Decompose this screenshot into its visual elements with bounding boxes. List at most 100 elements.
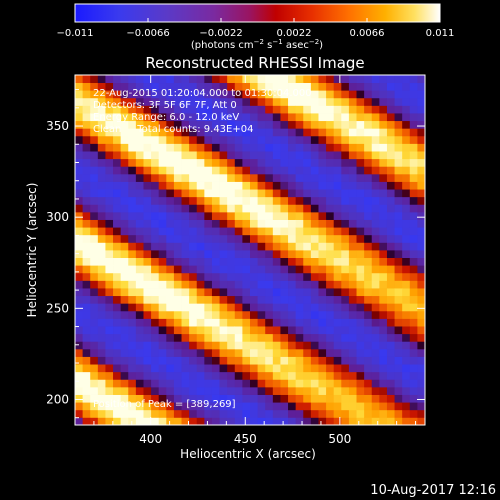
- heatmap-cell: [386, 211, 395, 220]
- heatmap-cell: [105, 386, 114, 395]
- heatmap-cell: [288, 151, 297, 160]
- heatmap-cell: [105, 219, 114, 228]
- heatmap-cell: [326, 166, 335, 175]
- heatmap-cell: [128, 371, 137, 380]
- heatmap-cell: [280, 394, 289, 403]
- heatmap-cell: [272, 417, 281, 426]
- heatmap-cell: [204, 333, 213, 342]
- heatmap-cell: [303, 135, 312, 144]
- heatmap-cell: [181, 105, 190, 114]
- heatmap-cell: [386, 348, 395, 357]
- heatmap-cell: [409, 242, 418, 251]
- heatmap-cell: [402, 242, 411, 251]
- heatmap-cell: [409, 234, 418, 243]
- heatmap-cell: [143, 272, 152, 281]
- heatmap-cell: [143, 75, 152, 84]
- heatmap-cell: [348, 90, 357, 99]
- heatmap-cell: [250, 303, 259, 312]
- heatmap-cell: [90, 128, 99, 137]
- heatmap-cell: [105, 326, 114, 335]
- heatmap-cell: [113, 105, 122, 114]
- heatmap-cell: [250, 181, 259, 190]
- heatmap-cell: [348, 333, 357, 342]
- heatmap-cell: [364, 250, 373, 259]
- heatmap-cell: [227, 189, 236, 198]
- heatmap-cell: [143, 417, 152, 426]
- heatmap-cell: [265, 151, 274, 160]
- heatmap-cell: [189, 90, 198, 99]
- heatmap-cell: [364, 333, 373, 342]
- heatmap-cell: [364, 135, 373, 144]
- heatmap-cell: [257, 371, 266, 380]
- heatmap-cell: [219, 113, 228, 122]
- heatmap-cell: [310, 166, 319, 175]
- heatmap-cell: [303, 113, 312, 122]
- heatmap-cell: [394, 166, 403, 175]
- heatmap-cell: [105, 409, 114, 418]
- heatmap-cell: [295, 364, 304, 373]
- heatmap-cell: [219, 341, 228, 350]
- heatmap-cell: [196, 151, 205, 160]
- heatmap-cell: [303, 333, 312, 342]
- heatmap-cell: [394, 90, 403, 99]
- heatmap-cell: [204, 348, 213, 357]
- heatmap-cell: [303, 227, 312, 236]
- heatmap-cell: [166, 158, 175, 167]
- heatmap-cell: [371, 371, 380, 380]
- heatmap-cell: [97, 82, 106, 91]
- heatmap-cell: [90, 158, 99, 167]
- heatmap-cell: [371, 326, 380, 335]
- heatmap-cell: [151, 341, 160, 350]
- heatmap-cell: [386, 333, 395, 342]
- heatmap-cell: [386, 189, 395, 198]
- heatmap-cell: [288, 158, 297, 167]
- heatmap-cell: [211, 173, 220, 182]
- heatmap-cell: [402, 219, 411, 228]
- heatmap-cell: [82, 303, 91, 312]
- heatmap-cell: [151, 379, 160, 388]
- heatmap-cell: [333, 105, 342, 114]
- heatmap-cell: [143, 333, 152, 342]
- heatmap-cell: [173, 356, 182, 365]
- heatmap-cell: [227, 310, 236, 319]
- heatmap-cell: [211, 280, 220, 289]
- heatmap-cell: [303, 409, 312, 418]
- heatmap-cell: [97, 189, 106, 198]
- heatmap-cell: [158, 265, 167, 274]
- heatmap-cell: [272, 250, 281, 259]
- heatmap-cell: [189, 341, 198, 350]
- heatmap-cell: [326, 326, 335, 335]
- heatmap-cell: [242, 288, 251, 297]
- heatmap-cell: [173, 113, 182, 122]
- heatmap-cell: [310, 295, 319, 304]
- heatmap-cell: [143, 364, 152, 373]
- heatmap-cell: [402, 128, 411, 137]
- heatmap-cell: [379, 386, 388, 395]
- heatmap-cell: [341, 158, 350, 167]
- heatmap-cell: [394, 303, 403, 312]
- heatmap-cell: [386, 257, 395, 266]
- heatmap-cell: [310, 227, 319, 236]
- heatmap-cell: [371, 310, 380, 319]
- heatmap-cell: [265, 280, 274, 289]
- heatmap-cell: [75, 257, 84, 266]
- heatmap-cell: [295, 272, 304, 281]
- heatmap-cell: [310, 257, 319, 266]
- heatmap-cell: [143, 90, 152, 99]
- heatmap-cell: [227, 242, 236, 251]
- heatmap-cell: [120, 120, 129, 129]
- heatmap-cell: [143, 356, 152, 365]
- heatmap-cell: [250, 128, 259, 137]
- heatmap-cell: [120, 82, 129, 91]
- heatmap-cell: [318, 348, 327, 357]
- heatmap-cell: [113, 333, 122, 342]
- heatmap-cell: [75, 250, 84, 259]
- heatmap-cell: [227, 265, 236, 274]
- heatmap-cell: [318, 173, 327, 182]
- heatmap-cell: [310, 128, 319, 137]
- heatmap-cell: [250, 143, 259, 152]
- heatmap-cell: [204, 211, 213, 220]
- heatmap-cell: [158, 318, 167, 327]
- heatmap-cell: [196, 250, 205, 259]
- heatmap-cell: [250, 364, 259, 373]
